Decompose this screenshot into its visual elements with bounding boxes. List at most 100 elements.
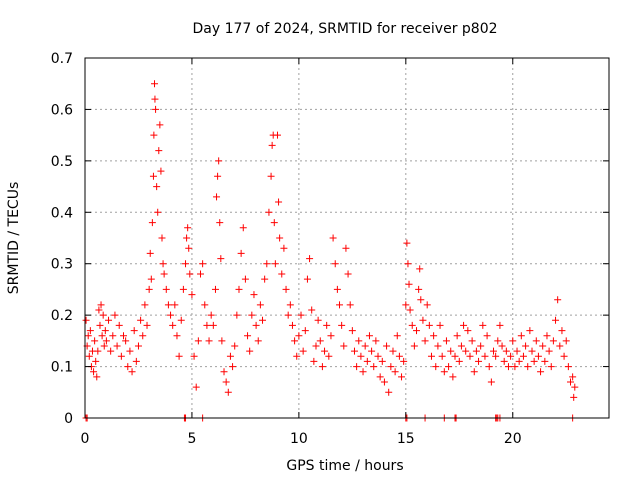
data-point bbox=[344, 270, 352, 278]
data-point bbox=[524, 363, 532, 371]
data-point bbox=[82, 316, 90, 324]
data-point bbox=[303, 275, 311, 283]
data-point bbox=[404, 260, 412, 268]
data-point bbox=[265, 208, 273, 216]
data-point bbox=[346, 301, 354, 309]
data-point bbox=[141, 301, 149, 309]
data-point bbox=[235, 285, 243, 293]
data-point bbox=[188, 291, 196, 299]
data-point bbox=[502, 347, 510, 355]
data-point bbox=[423, 301, 431, 309]
data-point bbox=[93, 373, 101, 381]
data-point bbox=[155, 147, 163, 155]
data-point bbox=[160, 270, 168, 278]
data-point bbox=[368, 347, 376, 355]
data-point bbox=[162, 285, 170, 293]
data-point bbox=[291, 337, 299, 345]
data-point bbox=[192, 383, 200, 391]
data-point bbox=[190, 352, 198, 360]
data-point bbox=[107, 347, 115, 355]
data-point bbox=[86, 327, 94, 335]
data-point bbox=[237, 249, 245, 257]
data-point bbox=[327, 332, 335, 340]
data-point bbox=[440, 368, 448, 376]
data-point bbox=[318, 363, 326, 371]
data-point bbox=[374, 352, 382, 360]
data-point bbox=[209, 321, 217, 329]
data-point bbox=[447, 347, 455, 355]
data-point bbox=[571, 383, 579, 391]
data-point bbox=[436, 321, 444, 329]
y-tick-label: 0.6 bbox=[51, 102, 73, 118]
data-point bbox=[246, 347, 254, 355]
data-point bbox=[554, 296, 562, 304]
data-point bbox=[560, 352, 568, 360]
data-point bbox=[562, 337, 570, 345]
data-point bbox=[134, 342, 142, 350]
data-point bbox=[541, 357, 549, 365]
data-point bbox=[185, 244, 193, 252]
data-point bbox=[509, 337, 517, 345]
data-point bbox=[273, 131, 281, 139]
data-point bbox=[532, 337, 540, 345]
data-point bbox=[293, 352, 301, 360]
data-point bbox=[378, 357, 386, 365]
data-point bbox=[286, 301, 294, 309]
data-point bbox=[419, 316, 427, 324]
data-point bbox=[365, 332, 373, 340]
data-point bbox=[336, 301, 344, 309]
data-point bbox=[376, 373, 384, 381]
data-point bbox=[148, 219, 156, 227]
data-point bbox=[214, 172, 222, 180]
data-point bbox=[271, 260, 279, 268]
data-point bbox=[321, 347, 329, 355]
data-point bbox=[98, 332, 106, 340]
data-point bbox=[184, 224, 192, 232]
data-point bbox=[513, 347, 521, 355]
data-point bbox=[301, 327, 309, 335]
data-point bbox=[226, 352, 234, 360]
data-point bbox=[507, 352, 515, 360]
y-axis-label: SRMTID / TECUs bbox=[6, 182, 22, 295]
data-point bbox=[545, 347, 553, 355]
data-point bbox=[139, 332, 147, 340]
data-point bbox=[263, 260, 271, 268]
data-point bbox=[398, 373, 406, 381]
data-point bbox=[201, 301, 209, 309]
data-point bbox=[417, 296, 425, 304]
data-point bbox=[558, 327, 566, 335]
data-point bbox=[244, 332, 252, 340]
data-point bbox=[363, 357, 371, 365]
data-point bbox=[252, 321, 260, 329]
data-point bbox=[380, 378, 388, 386]
data-point bbox=[299, 347, 307, 355]
x-tick-label: 10 bbox=[290, 431, 308, 447]
data-point bbox=[268, 141, 276, 149]
data-point bbox=[306, 255, 314, 263]
data-point bbox=[492, 352, 500, 360]
data-point bbox=[342, 244, 350, 252]
data-point bbox=[350, 347, 358, 355]
data-point bbox=[308, 306, 316, 314]
data-point bbox=[475, 357, 483, 365]
data-point bbox=[329, 234, 337, 242]
x-axis-label: GPS time / hours bbox=[286, 458, 403, 474]
data-point bbox=[126, 347, 134, 355]
data-point bbox=[137, 316, 145, 324]
data-point bbox=[222, 378, 230, 386]
data-point bbox=[167, 311, 175, 319]
data-point bbox=[415, 285, 423, 293]
data-point bbox=[270, 219, 278, 227]
data-point bbox=[511, 363, 519, 371]
data-point bbox=[250, 291, 258, 299]
data-point bbox=[173, 332, 181, 340]
data-point bbox=[487, 378, 495, 386]
data-point bbox=[194, 337, 202, 345]
data-point bbox=[547, 363, 555, 371]
data-point bbox=[261, 275, 269, 283]
data-point bbox=[295, 332, 303, 340]
plot-frame bbox=[84, 57, 610, 419]
data-point bbox=[500, 357, 508, 365]
data-point bbox=[569, 373, 577, 381]
x-tick-label: 0 bbox=[81, 431, 90, 447]
